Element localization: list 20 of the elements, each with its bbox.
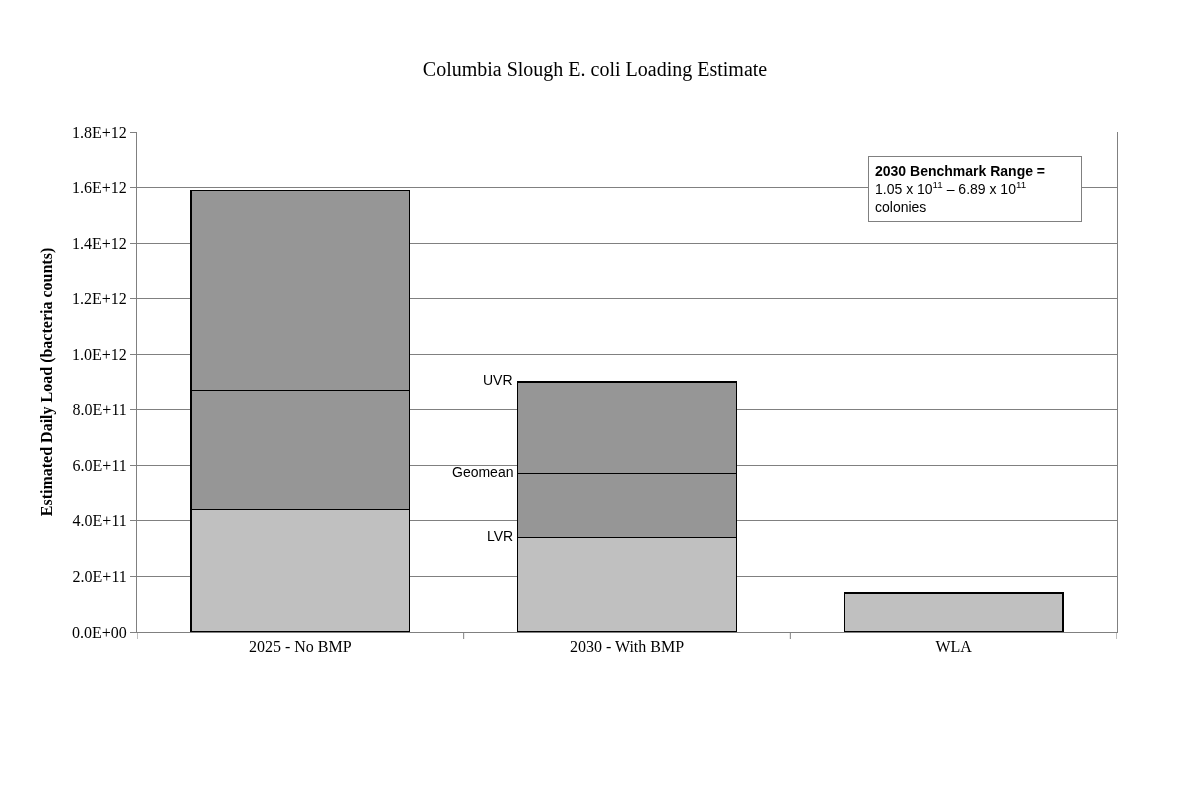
x-tick-label: 2030 - With BMP <box>569 638 685 656</box>
bar <box>843 592 1064 632</box>
y-tick-label: 6.0E+11 <box>72 456 127 474</box>
annotation: UVR <box>483 372 513 388</box>
text: 2030 Benchmark Range = 1.05 x 10$^{11}$ – 6.89 x 10$^{11}$ colonies <box>875 163 1046 216</box>
y-tick-label: 1.4E+12 <box>72 234 127 252</box>
x-tick-label: WLA <box>935 638 973 656</box>
y-axis-title: Estimated Daily Load (bacteria counts) <box>37 247 56 517</box>
x-tick-label: 2025 - No BMP <box>248 638 352 656</box>
y-tick-label: 0.0E+00 <box>72 623 127 641</box>
y-tick-label: 1.0E+12 <box>72 345 127 363</box>
y-tick-label: 4.0E+11 <box>72 512 127 530</box>
y-tick-label: 1.2E+12 <box>72 290 127 308</box>
y-tick-label: 2.0E+11 <box>72 568 127 586</box>
chart-title: Columbia Slough E. coli Loading Estimate <box>422 57 768 81</box>
annotation: LVR <box>487 528 514 544</box>
y-tick-label: 1.8E+12 <box>72 123 127 141</box>
annotation: Geomean <box>452 464 514 480</box>
y-tick-label: 1.6E+12 <box>72 179 127 197</box>
y-tick-label: 8.0E+11 <box>72 401 127 419</box>
